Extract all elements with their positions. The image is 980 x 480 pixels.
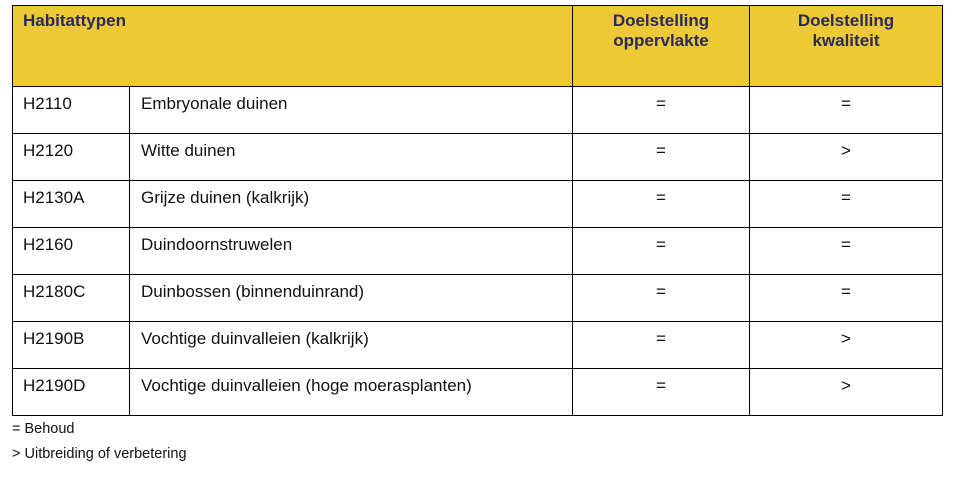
table-cell: =	[749, 180, 943, 228]
footnote: > Uitbreiding of verbetering	[12, 446, 187, 462]
table-cell: >	[749, 133, 943, 181]
table-row: H2190B Vochtige duinvalleien (kalkrijk) = >	[12, 321, 943, 369]
table-row: H2180C Duinbossen (binnenduinrand) = =	[12, 274, 943, 322]
header-row: Habitattypen Doelstelling oppervlakte Do…	[12, 5, 943, 87]
table-row: H2110 Embryonale duinen = =	[12, 86, 943, 134]
table-cell: H2110	[12, 86, 130, 134]
table-row: H2160 Duindoornstruwelen = =	[12, 227, 943, 275]
table-cell: =	[572, 321, 750, 369]
footnote: = Behoud	[12, 421, 75, 437]
table-cell: =	[572, 180, 750, 228]
table-cell: Vochtige duinvalleien (hoge moerasplante…	[129, 368, 573, 416]
header-cell: Doelstelling kwaliteit	[749, 5, 943, 87]
habitat-table: Habitattypen Doelstelling oppervlakte Do…	[12, 5, 943, 416]
table-cell: =	[572, 274, 750, 322]
table-cell: Witte duinen	[129, 133, 573, 181]
table-cell: Grijze duinen (kalkrijk)	[129, 180, 573, 228]
table-cell: =	[749, 274, 943, 322]
table-row: H2190D Vochtige duinvalleien (hoge moeras…	[12, 368, 943, 416]
table-cell: =	[572, 133, 750, 181]
table-cell: H2190B	[12, 321, 130, 369]
table-body: H2110 Embryonale duinen = = H2120 Witte duine…	[12, 86, 943, 416]
table-cell: =	[572, 86, 750, 134]
table-cell: =	[572, 227, 750, 275]
table-cell: >	[749, 368, 943, 416]
table-cell: H2130A	[12, 180, 130, 228]
table-cell: Vochtige duinvalleien (kalkrijk)	[129, 321, 573, 369]
table-row: H2120 Witte duinen = >	[12, 133, 943, 181]
table-cell: H2180C	[12, 274, 130, 322]
table-cell: =	[572, 368, 750, 416]
table-cell: =	[749, 86, 943, 134]
table-cell: H2190D	[12, 368, 130, 416]
table-cell: Duinbossen (binnenduinrand)	[129, 274, 573, 322]
table-cell: =	[749, 227, 943, 275]
table-cell: Duindoornstruwelen	[129, 227, 573, 275]
header-cell: Doelstelling oppervlakte	[572, 5, 750, 87]
table-cell: >	[749, 321, 943, 369]
table-cell: H2160	[12, 227, 130, 275]
table-cell: H2120	[12, 133, 130, 181]
header-cell: Habitattypen	[12, 5, 573, 87]
table-row: H2130A Grijze duinen (kalkrijk) = =	[12, 180, 943, 228]
table-cell: Embryonale duinen	[129, 86, 573, 134]
